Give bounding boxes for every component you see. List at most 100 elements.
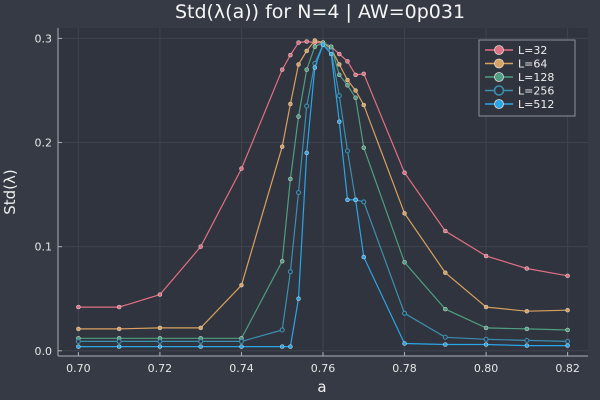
data-point-l-64 xyxy=(402,211,407,216)
data-point-l-128 xyxy=(353,95,358,101)
data-point-l-32 xyxy=(443,228,448,234)
series-l-128 xyxy=(76,40,570,341)
data-point-l-32 xyxy=(402,170,407,175)
x-tick-label: 0.74 xyxy=(229,362,254,375)
data-point-l-128 xyxy=(443,306,448,312)
tick-labels: 0.70 0.72 0.74 0.76 0.78 0.80 0.82 0.0 0.1 0.2 0.3 xyxy=(35,32,580,375)
data-point-l-64 xyxy=(279,144,285,149)
data-point-l-32 xyxy=(279,67,285,72)
data-point-l-256 xyxy=(442,334,448,340)
data-point-l-32 xyxy=(76,304,81,310)
data-point-l-128 xyxy=(483,325,489,331)
data-point-l-512 xyxy=(288,344,293,349)
data-point-l-128 xyxy=(304,67,309,72)
legend-label: L=64 xyxy=(518,58,547,71)
legend-marker xyxy=(494,45,504,55)
data-point-l-32 xyxy=(345,59,350,64)
data-point-l-128 xyxy=(279,258,285,264)
data-point-l-64 xyxy=(304,48,309,54)
data-point-l-512 xyxy=(353,197,358,203)
data-point-l-512 xyxy=(320,42,326,47)
data-point-l-64 xyxy=(524,308,530,314)
data-point-l-64 xyxy=(239,282,244,288)
data-point-l-32 xyxy=(524,266,530,271)
data-point-l-512 xyxy=(116,344,122,349)
data-point-l-512 xyxy=(337,119,342,124)
x-tick-label: 0.82 xyxy=(555,362,580,375)
x-tick-label: 0.70 xyxy=(66,362,91,375)
data-point-l-512 xyxy=(279,344,285,349)
data-point-l-256 xyxy=(336,93,342,99)
x-tick-label: 0.78 xyxy=(392,362,417,375)
data-point-l-32 xyxy=(565,273,570,279)
data-point-l-32 xyxy=(116,304,122,310)
data-point-l-128 xyxy=(288,176,293,182)
data-point-l-32 xyxy=(353,72,358,78)
data-point-l-256 xyxy=(279,327,285,333)
data-point-l-128 xyxy=(312,44,318,49)
data-point-l-64 xyxy=(353,88,358,93)
data-point-l-32 xyxy=(483,253,489,259)
data-point-l-32 xyxy=(296,40,301,45)
data-point-l-128 xyxy=(361,145,367,150)
series xyxy=(75,38,571,349)
data-point-l-512 xyxy=(239,344,244,349)
data-point-l-512 xyxy=(157,344,163,349)
data-point-l-32 xyxy=(198,244,203,249)
data-point-l-512 xyxy=(296,296,301,301)
data-point-l-64 xyxy=(76,326,81,332)
data-point-l-256 xyxy=(565,338,571,344)
x-tick-label: 0.76 xyxy=(311,362,336,375)
legend-label: L=128 xyxy=(518,71,554,84)
x-tick-label: 0.80 xyxy=(474,362,499,375)
data-point-l-512 xyxy=(361,254,367,260)
data-point-l-64 xyxy=(565,307,570,313)
data-point-l-32 xyxy=(337,51,342,57)
data-point-l-256 xyxy=(238,338,245,344)
data-point-l-64 xyxy=(198,325,203,331)
data-point-l-128 xyxy=(565,327,570,333)
legend-item-l-64: L=64 xyxy=(485,58,547,71)
legend-label: L=256 xyxy=(518,85,554,98)
data-point-l-256 xyxy=(524,337,530,343)
series-l-512 xyxy=(76,42,570,349)
data-point-l-512 xyxy=(304,150,309,156)
data-point-l-512 xyxy=(76,344,81,349)
y-axis-label: Std(λ) xyxy=(1,169,19,215)
data-point-l-128 xyxy=(402,260,407,265)
data-point-l-512 xyxy=(328,51,334,57)
legend-item-l-128: L=128 xyxy=(485,71,554,84)
x-tick-label: 0.72 xyxy=(148,362,173,375)
legend-label: L=32 xyxy=(518,44,547,57)
data-point-l-256 xyxy=(304,103,310,109)
data-point-l-32 xyxy=(304,39,309,44)
legend-label: L=512 xyxy=(518,98,554,111)
data-point-l-32 xyxy=(239,166,244,171)
legend-item-l-512: L=512 xyxy=(485,98,554,111)
data-point-l-128 xyxy=(345,83,350,88)
data-point-l-256 xyxy=(401,310,408,316)
data-point-l-512 xyxy=(524,343,530,348)
data-point-l-256 xyxy=(157,338,163,344)
data-point-l-64 xyxy=(483,304,489,310)
legend-marker xyxy=(494,72,504,82)
data-point-l-512 xyxy=(198,344,203,349)
data-point-l-512 xyxy=(312,65,318,70)
data-point-l-512 xyxy=(402,341,407,346)
data-point-l-512 xyxy=(565,343,570,348)
data-point-l-32 xyxy=(361,71,367,77)
data-point-l-64 xyxy=(443,270,448,275)
data-point-l-128 xyxy=(337,72,342,78)
data-point-l-32 xyxy=(157,292,163,297)
data-point-l-64 xyxy=(345,77,350,83)
data-point-l-512 xyxy=(443,342,448,347)
data-point-l-128 xyxy=(524,326,530,332)
legend-marker xyxy=(494,58,504,69)
data-point-l-256 xyxy=(344,148,351,154)
axes xyxy=(57,28,588,357)
data-point-l-64 xyxy=(296,62,301,67)
legend-item-l-256: L=256 xyxy=(485,85,554,98)
y-tick-label: 0.1 xyxy=(35,241,53,254)
